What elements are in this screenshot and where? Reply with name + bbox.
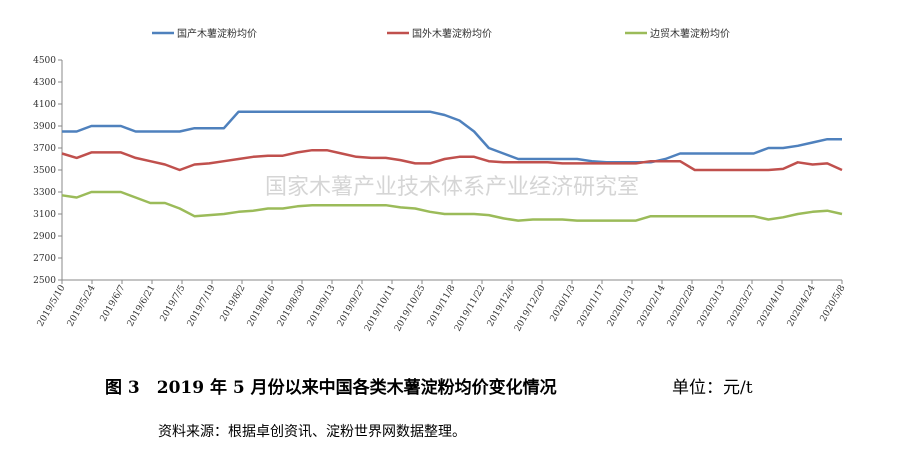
x-tick-label: 2019/5/24 — [66, 283, 98, 328]
legend: 国产木薯淀粉均价 国外木薯淀粉均价 边贸木薯淀粉均价 — [152, 27, 730, 40]
x-tick-label: 2019/11/8 — [426, 283, 458, 328]
x-tick-label: 2019/7/5 — [159, 283, 188, 323]
y-tick-label: 3300 — [33, 188, 56, 198]
source-note: 资料来源：根据卓创资讯、淀粉世界网数据整理。 — [158, 424, 466, 440]
x-tick-label: 2019/9/13 — [306, 283, 338, 328]
x-tick-label: 2019/12/20 — [513, 283, 548, 333]
series-line-3 — [61, 190, 843, 222]
x-tick-label: 2019/10/25 — [393, 283, 428, 333]
x-tick-label: 2019/5/10 — [36, 283, 68, 328]
series-lines — [61, 110, 843, 222]
x-tick-label: 2020/3/27 — [726, 283, 758, 328]
x-tick-label: 2020/1/3 — [549, 283, 578, 323]
x-tick-label: 2019/11/22 — [453, 284, 488, 334]
x-tick-label: 2019/12/6 — [486, 283, 518, 328]
caption-unit: 单位：元/t — [672, 378, 753, 398]
y-tick-label: 3700 — [33, 144, 56, 154]
y-tick-label: 3100 — [33, 210, 56, 220]
legend-label-3: 边贸木薯淀粉均价 — [650, 27, 730, 40]
y-tick-label: 2900 — [33, 232, 56, 242]
x-tick-label: 2019/6/21 — [126, 284, 158, 329]
y-tick-label: 2500 — [33, 276, 56, 286]
legend-label-1: 国产木薯淀粉均价 — [177, 27, 257, 40]
x-tick-label: 2019/9/27 — [336, 283, 368, 328]
x-tick-label: 2020/1/31 — [606, 284, 638, 329]
x-tick-label: 2020/1/17 — [576, 283, 608, 328]
y-tick-label: 4300 — [33, 78, 56, 88]
x-tick-label: 2020/5/8 — [819, 283, 848, 323]
watermark-text: 国家木薯产业技术体系产业经济研究室 — [265, 175, 639, 200]
series-line-1 — [62, 110, 842, 164]
x-tick-label: 2019/10/11 — [363, 284, 398, 334]
y-axis: 2500 2700 2900 3100 3300 3500 3700 3900 4100 4300… — [33, 56, 63, 286]
y-tick-label: 4500 — [33, 56, 56, 66]
x-tick-label: 2019/8/16 — [246, 283, 278, 328]
line-chart: 国产木薯淀粉均价 国外木薯淀粉均价 边贸木薯淀粉均价 2500 2700 2900 310… — [33, 27, 848, 334]
x-tick-label: 2020/4/24 — [786, 283, 818, 328]
x-tick-label: 2019/8/30 — [276, 283, 308, 328]
x-tick-label: 2019/6/7 — [99, 283, 128, 323]
y-tick-label: 4100 — [33, 100, 56, 110]
legend-label-2: 国外木薯淀粉均价 — [412, 27, 492, 40]
caption-title: 图 3 2019 年 5 月份以来中国各类木薯淀粉均价变化情况 — [105, 378, 557, 398]
y-tick-label: 2700 — [33, 254, 56, 264]
x-tick-label: 2020/2/14 — [636, 283, 668, 328]
x-tick-label: 2019/7/19 — [186, 283, 218, 328]
y-tick-label: 3900 — [33, 122, 56, 132]
x-tick-label: 2020/2/28 — [666, 283, 698, 328]
x-tick-label: 2020/4/10 — [756, 283, 788, 328]
y-tick-label: 3500 — [33, 166, 56, 176]
x-tick-label: 2019/8/2 — [219, 284, 248, 324]
x-tick-label: 2020/3/13 — [696, 283, 728, 328]
series-line-2 — [61, 148, 843, 172]
